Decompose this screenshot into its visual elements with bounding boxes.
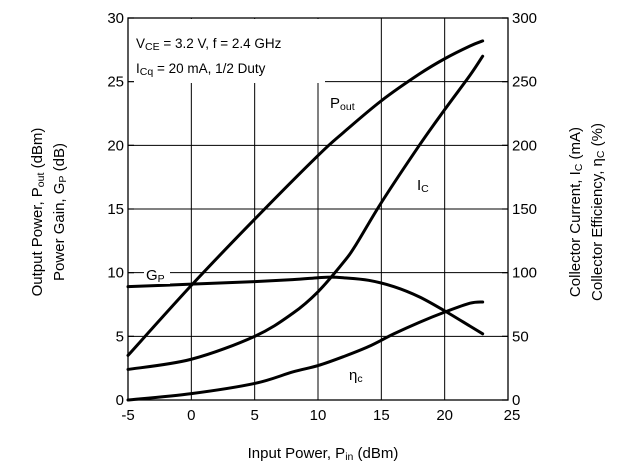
series-label-pout: Pout (330, 95, 355, 113)
x-tick-label: 20 (436, 407, 453, 424)
gp-label-bg (144, 266, 170, 284)
condition-line-1: VCE = 3.2 V, f = 2.4 GHz (136, 36, 282, 53)
series-line-pout (126, 39, 485, 357)
x-tick-label: 10 (310, 407, 327, 424)
y-right-tick-label: 100 (512, 265, 537, 282)
series-layer (126, 39, 485, 402)
y-left-title-2: Power Gain, GP (dB) (51, 143, 69, 281)
conditions-box (129, 19, 325, 83)
condition-line-2: ICq = 20 mA, 1/2 Duty (136, 61, 266, 78)
y-left-tick-label: 15 (107, 201, 124, 218)
y-right-tick-label: 200 (512, 137, 537, 154)
y-right-tick-label: 0 (512, 392, 520, 409)
y-right-title-2: Collector Efficiency, ηC (%) (589, 123, 607, 301)
pout-label-bg (328, 94, 362, 112)
y-left-tick-label: 25 (107, 74, 124, 91)
y-left-title-1: Output Power, Pout (dBm) (29, 128, 47, 297)
y-right-tick-label: 150 (512, 201, 537, 218)
y-left-tick-label: 10 (107, 265, 124, 282)
y-right-tick-label: 250 (512, 74, 537, 91)
x-tick-label: 25 (504, 407, 521, 424)
y-left-tick-label: 20 (107, 137, 124, 154)
x-tick-label: 15 (373, 407, 390, 424)
x-tick-label: 5 (250, 407, 258, 424)
y-right-tick-label: 300 (512, 10, 537, 27)
ticks: -5 0 5 10 15 20 250510152025300501001502002503… (107, 10, 537, 424)
y-left-tick-label: 0 (116, 392, 124, 409)
y-right-tick-label: 50 (512, 328, 529, 345)
y-right-title-1: Collector Current, IC (mA) (567, 127, 585, 297)
series-label-eta: ηc (349, 367, 363, 385)
y-left-tick-label: 5 (116, 328, 124, 345)
series-label-ic: IC (417, 177, 429, 195)
x-axis-title: Input Power, Pin (dBm) (248, 445, 399, 463)
grid (128, 18, 508, 400)
series-label-gp: GP (146, 267, 165, 285)
series-line-ic (126, 54, 485, 371)
series-line-eta_c (126, 300, 485, 402)
x-tick-label: -5 (121, 407, 134, 424)
y-left-tick-label: 30 (107, 10, 124, 27)
x-tick-label: 0 (187, 407, 195, 424)
